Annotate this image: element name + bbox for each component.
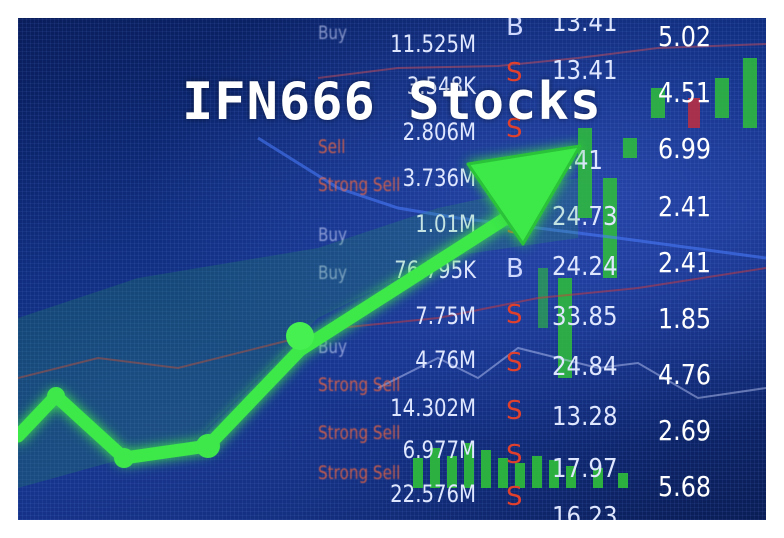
volume-value: 2.806M bbox=[402, 118, 476, 146]
stock-ticker-image: Buy Sell Strong Sell Buy Buy Buy Strong … bbox=[18, 18, 766, 520]
change-value: 2.41 bbox=[658, 190, 711, 223]
change-value: 2.69 bbox=[658, 414, 711, 447]
signal-letter: S bbox=[506, 440, 523, 470]
price-value: 13.41 bbox=[552, 18, 618, 38]
signal-label: Strong Sell bbox=[318, 374, 401, 396]
volume-value: 3.548K bbox=[406, 72, 476, 100]
volume-value: 4.76M bbox=[415, 346, 476, 374]
signal-label: Buy bbox=[318, 22, 348, 44]
price-value: 16.23 bbox=[552, 502, 618, 520]
page-title: IFN666 Stocks bbox=[182, 72, 602, 132]
signal-label: Strong Sell bbox=[318, 422, 401, 444]
change-value: 4.76 bbox=[658, 358, 711, 391]
signal-letter: B bbox=[506, 18, 524, 42]
change-value: 2.41 bbox=[658, 246, 711, 279]
volume-value: 1.01M bbox=[415, 210, 476, 238]
change-value: 5.68 bbox=[658, 470, 711, 503]
change-value: 6.99 bbox=[658, 132, 711, 165]
price-value: 24.24 bbox=[552, 252, 618, 282]
volume-value: 7.75M bbox=[415, 302, 476, 330]
price-value: 24.73 bbox=[552, 202, 618, 232]
volume-value: 3.736M bbox=[402, 164, 476, 192]
signal-label: Buy bbox=[318, 224, 348, 246]
volume-value: 14.302M bbox=[390, 394, 476, 422]
ticker-table: Buy Sell Strong Sell Buy Buy Buy Strong … bbox=[18, 18, 766, 520]
signal-label: Strong Sell bbox=[318, 174, 401, 196]
volume-value: 6.977M bbox=[402, 436, 476, 464]
signal-letter: S bbox=[506, 348, 523, 378]
volume-value: 11.525M bbox=[390, 30, 476, 58]
change-value: 4.51 bbox=[658, 76, 711, 109]
signal-letter: S bbox=[506, 58, 523, 88]
background-grid bbox=[18, 18, 766, 520]
signal-label: Sell bbox=[318, 136, 346, 158]
price-value: 33.85 bbox=[552, 302, 618, 332]
price-value: 13.41 bbox=[552, 56, 618, 86]
signal-letter: S bbox=[506, 300, 523, 330]
green-trend-arrow bbox=[18, 144, 582, 488]
signal-letter: S bbox=[506, 114, 523, 144]
price-value: 17.97 bbox=[552, 454, 618, 484]
signal-label: Buy bbox=[318, 262, 348, 284]
price-value: 24.84 bbox=[552, 352, 618, 382]
signal-label: Strong Sell bbox=[318, 462, 401, 484]
signal-letter: S bbox=[506, 482, 523, 512]
change-value: 1.85 bbox=[658, 302, 711, 335]
change-value: 5.02 bbox=[658, 20, 711, 53]
candlestick-bars bbox=[18, 43, 766, 488]
signal-letter: B bbox=[506, 254, 524, 284]
volume-value: 22.576M bbox=[390, 480, 476, 508]
signal-letter: S bbox=[506, 396, 523, 426]
price-value: 13.28 bbox=[552, 402, 618, 432]
